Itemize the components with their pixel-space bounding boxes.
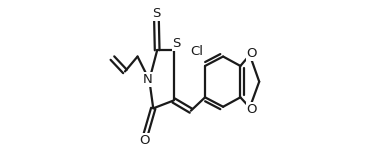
Text: S: S	[152, 7, 160, 20]
Text: O: O	[246, 47, 257, 60]
Text: S: S	[173, 38, 181, 50]
Text: O: O	[246, 103, 257, 116]
Text: Cl: Cl	[191, 45, 204, 58]
Text: N: N	[142, 73, 152, 86]
Text: O: O	[139, 134, 150, 147]
